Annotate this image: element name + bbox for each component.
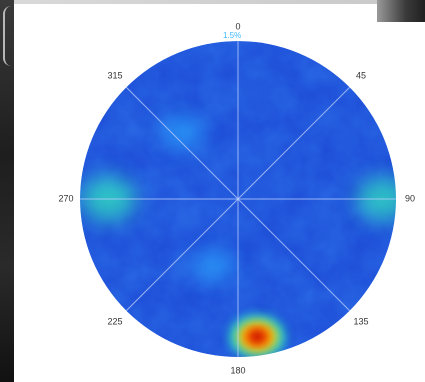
photo-strip-left <box>0 0 14 382</box>
hotspot-3 <box>160 115 204 150</box>
angle-tick-225: 225 <box>107 316 122 326</box>
scale-label: 1.5% <box>223 31 241 40</box>
angle-tick-labels: 0 45 90 135 180 225 270 315 <box>58 21 415 375</box>
hotspot-0-layer-3 <box>249 330 266 343</box>
angle-tick-0: 0 <box>235 21 240 31</box>
angle-tick-270: 270 <box>58 193 73 203</box>
hotspot-4 <box>193 249 235 283</box>
angle-tick-180: 180 <box>230 365 245 375</box>
photo-strip-top <box>14 0 377 4</box>
heatmap-hotspots <box>80 115 396 357</box>
heatmap-disc <box>80 41 396 357</box>
angle-tick-135: 135 <box>354 316 369 326</box>
angle-tick-315: 315 <box>107 70 122 80</box>
grid-line-135 <box>125 86 351 312</box>
angle-tick-90: 90 <box>405 193 415 203</box>
polar-grid <box>80 41 396 357</box>
photo-corner-top-right <box>377 0 425 22</box>
angle-tick-45: 45 <box>356 70 366 80</box>
